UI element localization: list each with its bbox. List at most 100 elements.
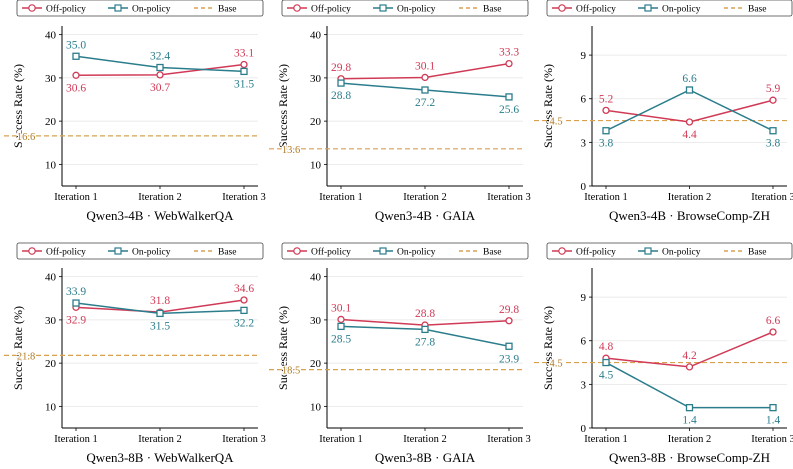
legend-on-label: On-policy xyxy=(132,248,171,258)
base-value-label: 16.6 xyxy=(17,132,35,143)
off-policy-data-label: 4.4 xyxy=(682,129,697,141)
on-policy-data-label: 1.4 xyxy=(682,415,697,427)
x-tick-label: Iteration 3 xyxy=(487,434,530,445)
legend-off-marker xyxy=(28,247,36,255)
off-policy-point xyxy=(240,60,248,69)
y-tick-label: 20 xyxy=(310,358,322,370)
off-policy-point xyxy=(769,328,777,336)
on-policy-point xyxy=(505,342,513,350)
legend-box xyxy=(281,242,529,260)
base-value-label: 18.5 xyxy=(282,366,300,377)
chart-panel: Off-policy On-policy Base 10 20 30 40 Success R… xyxy=(269,0,531,223)
x-tick-label: Iteration 1 xyxy=(319,192,362,203)
legend-off-label: Off-policy xyxy=(311,4,351,15)
y-axis-label: Success Rate (%) xyxy=(11,64,25,148)
on-policy-data-label: 32.2 xyxy=(234,317,254,329)
legend-on-label: On-policy xyxy=(662,248,701,258)
legend-off-label: Off-policy xyxy=(46,4,86,15)
on-policy-point xyxy=(337,322,345,331)
y-tick-label: 30 xyxy=(45,315,57,327)
y-tick-label: 6 xyxy=(581,94,587,106)
y-axis-label: Success Rate (%) xyxy=(541,306,555,390)
y-tick-label: 10 xyxy=(45,401,57,413)
on-policy-data-label: 4.5 xyxy=(599,370,614,382)
on-policy-data-label: 25.6 xyxy=(499,104,519,116)
legend: Off-policy On-policy Base xyxy=(281,242,529,260)
y-tick-label: 40 xyxy=(45,30,57,42)
legend: Off-policy On-policy Base xyxy=(281,0,529,17)
on-policy-data-label: 32.4 xyxy=(150,51,170,63)
on-policy-data-label: 31.5 xyxy=(150,320,170,332)
legend-on-marker xyxy=(644,247,652,255)
legend-on-marker xyxy=(114,4,122,12)
x-tick-label: Iteration 2 xyxy=(668,434,711,445)
x-tick-label: Iteration 3 xyxy=(487,192,530,203)
chart-title: Qwen3-4B · GAIA xyxy=(375,208,476,223)
off-policy-point xyxy=(421,73,429,82)
off-policy-data-label: 30.7 xyxy=(150,82,170,94)
legend-base-label: Base xyxy=(218,248,236,258)
chart-panel: Off-policy On-policy Base 0 3 6 9 Success Rate … xyxy=(534,0,793,223)
legend-on-marker xyxy=(379,247,387,255)
y-tick-label: 40 xyxy=(310,272,322,284)
legend-off-marker xyxy=(558,247,566,255)
y-tick-label: 10 xyxy=(310,401,322,413)
y-tick-label: 9 xyxy=(581,50,587,62)
on-policy-point xyxy=(337,79,345,87)
off-policy-point xyxy=(602,106,610,115)
legend-base-label: Base xyxy=(218,5,236,15)
y-tick-label: 10 xyxy=(310,159,322,171)
off-policy-data-label: 29.8 xyxy=(331,62,351,74)
legend-base-label: Base xyxy=(748,5,766,15)
off-policy-point xyxy=(337,315,345,324)
legend-on-label: On-policy xyxy=(132,5,171,15)
y-tick-label: 40 xyxy=(310,30,322,42)
on-policy-data-label: 35.0 xyxy=(66,39,86,51)
chart-title: Qwen3-4B · WebWalkerQA xyxy=(86,208,234,223)
off-policy-data-label: 29.8 xyxy=(499,304,519,316)
on-policy-data-label: 33.9 xyxy=(66,286,86,298)
on-policy-point xyxy=(769,127,777,135)
x-tick-label: Iteration 1 xyxy=(54,192,97,203)
legend-off-label: Off-policy xyxy=(46,247,86,258)
chart-title: Qwen3-4B · BrowseComp-ZH xyxy=(609,208,770,223)
base-value-label: 4.5 xyxy=(549,359,562,370)
on-policy-point xyxy=(769,403,777,412)
y-tick-label: 40 xyxy=(45,272,57,284)
x-tick-label: Iteration 3 xyxy=(222,192,265,203)
y-tick-label: 30 xyxy=(310,315,322,327)
x-tick-label: Iteration 2 xyxy=(138,434,181,445)
off-policy-data-label: 33.3 xyxy=(499,47,519,59)
on-policy-point xyxy=(602,358,610,367)
legend-on-marker xyxy=(114,247,122,255)
on-policy-point xyxy=(72,52,80,60)
y-axis-label: Success Rate (%) xyxy=(276,64,290,148)
legend-base-label: Base xyxy=(483,248,501,258)
y-tick-label: 20 xyxy=(310,116,322,128)
y-tick-label: 20 xyxy=(45,358,57,370)
y-tick-label: 0 xyxy=(581,181,587,193)
on-policy-point xyxy=(156,63,164,72)
x-tick-label: Iteration 1 xyxy=(584,192,627,203)
on-policy-data-label: 27.2 xyxy=(415,97,435,109)
off-policy-data-label: 33.1 xyxy=(234,47,254,59)
base-value-label: 4.5 xyxy=(549,117,562,128)
off-policy-point xyxy=(505,59,513,68)
x-tick-label: Iteration 2 xyxy=(668,192,711,203)
y-tick-label: 9 xyxy=(581,292,587,304)
legend-off-marker xyxy=(293,247,301,255)
on-policy-point xyxy=(685,86,694,94)
chart-title: Qwen3-8B · WebWalkerQA xyxy=(86,450,234,464)
y-tick-label: 3 xyxy=(581,137,587,149)
legend-off-label: Off-policy xyxy=(576,247,616,258)
x-tick-label: Iteration 1 xyxy=(54,434,97,445)
off-policy-data-label: 30.1 xyxy=(415,60,435,72)
chart-title: Qwen3-8B · GAIA xyxy=(375,450,476,464)
on-policy-data-label: 28.8 xyxy=(331,90,351,102)
legend-base-label: Base xyxy=(748,248,766,258)
legend: Off-policy On-policy Base xyxy=(546,242,793,260)
chart-panel: Off-policy On-policy Base 0 3 6 9 Success Rate … xyxy=(534,242,793,465)
on-policy-data-label: 27.8 xyxy=(415,336,435,348)
